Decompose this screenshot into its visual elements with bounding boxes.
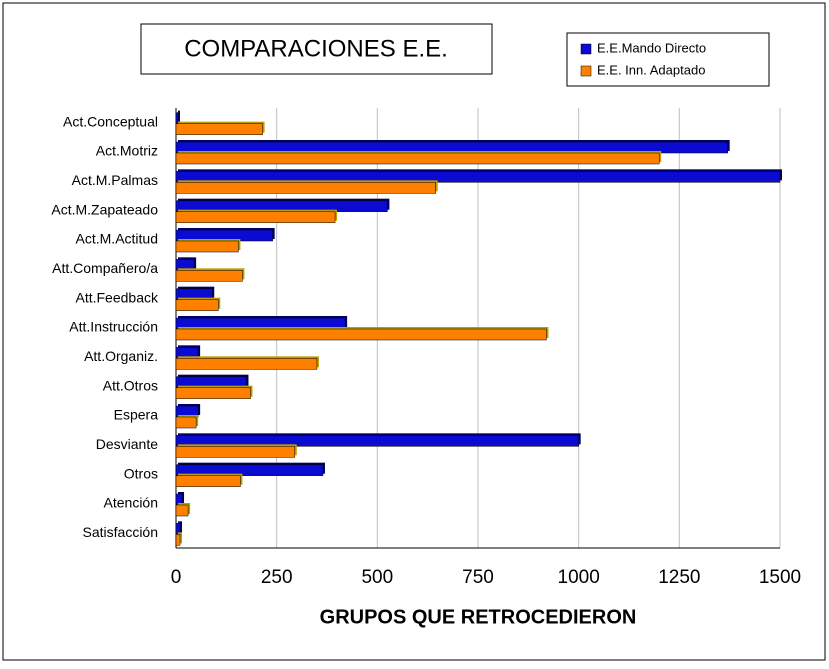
bar (175, 416, 197, 429)
bar (175, 328, 547, 341)
x-tick-label: 1000 (558, 567, 600, 588)
bar (175, 387, 251, 399)
y-tick-label: Satisfacción (83, 524, 158, 540)
legend-label: E.E. Inn. Adaptado (597, 62, 705, 77)
bar (175, 182, 436, 194)
x-tick-label: 0 (171, 567, 182, 588)
bar (175, 299, 219, 311)
bar (175, 240, 239, 253)
x-tick-label: 750 (462, 567, 494, 588)
y-tick-label: Act.Conceptual (63, 113, 158, 129)
x-tick-label: 1250 (658, 567, 700, 588)
x-axis-label: GRUPOS QUE RETROCEDIERON (320, 606, 637, 628)
bar (175, 358, 318, 370)
bar (175, 435, 579, 447)
y-tick-label: Att.Compañero/a (52, 260, 158, 276)
legend-swatch (580, 65, 592, 77)
y-tick-label: Desviante (96, 436, 158, 452)
bar (175, 123, 263, 135)
bar-shadow (178, 110, 181, 122)
y-tick-label: Att.Otros (103, 377, 158, 393)
y-tick-label: Espera (114, 407, 159, 423)
chart-title: COMPARACIONES E.E. (184, 35, 448, 62)
y-tick-label: Act.Motriz (96, 143, 158, 159)
y-tick-label: Att.Organiz. (84, 348, 158, 364)
legend-label: E.E.Mando Directo (597, 40, 706, 55)
bar (175, 475, 241, 487)
y-tick-label: Act.M.Actitud (76, 231, 158, 247)
legend-swatch (580, 43, 592, 55)
y-tick-label: Otros (124, 465, 158, 481)
bar (175, 464, 324, 476)
bar (175, 270, 243, 282)
bar (175, 112, 179, 124)
bar (175, 504, 189, 517)
bar (175, 152, 660, 165)
title-box (140, 23, 493, 75)
bar (175, 446, 296, 458)
bar (175, 211, 336, 223)
legend-box (566, 32, 770, 87)
x-tick-label: 1500 (759, 567, 801, 588)
y-tick-label: Atención (104, 495, 158, 511)
y-tick-label: Act.M.Palmas (72, 172, 158, 188)
bar (175, 171, 781, 183)
bar (175, 534, 181, 546)
y-tick-label: Att.Instrucción (69, 319, 158, 335)
x-tick-label: 500 (361, 567, 393, 588)
y-tick-label: Att.Feedback (76, 289, 159, 305)
y-tick-label: Act.M.Zapateado (51, 201, 158, 217)
x-tick-label: 250 (261, 567, 293, 588)
